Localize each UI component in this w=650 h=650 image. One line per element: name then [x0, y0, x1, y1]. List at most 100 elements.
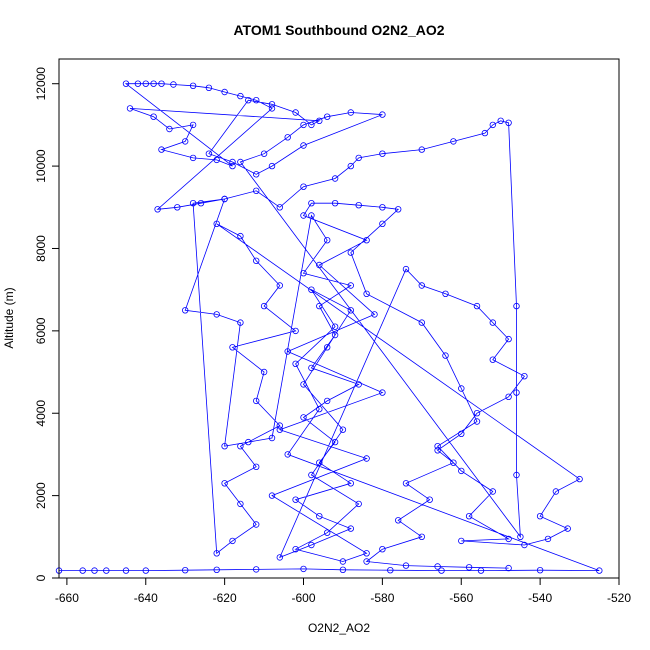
data-point [213, 311, 220, 318]
data-point [276, 422, 283, 429]
data-point [363, 290, 370, 297]
data-point [316, 302, 323, 310]
data-point [229, 344, 236, 351]
data-point [465, 564, 473, 571]
x-tick-label: -580 [370, 591, 394, 605]
data-point [513, 302, 520, 310]
y-tick-label: 8000 [34, 235, 48, 262]
data-point [253, 463, 260, 470]
data-point [517, 533, 524, 540]
data-point [253, 96, 260, 104]
data-point [237, 158, 244, 166]
data-point [387, 567, 394, 574]
data-point [308, 286, 315, 293]
data-point [253, 566, 260, 573]
data-point [505, 335, 512, 343]
data-point [253, 171, 260, 178]
data-point [465, 513, 473, 520]
data-point [316, 261, 323, 269]
data-point [473, 410, 481, 417]
data-point [521, 541, 528, 549]
data-point [355, 500, 362, 508]
data-point [213, 156, 220, 164]
data-point [245, 96, 252, 104]
data-point [505, 535, 512, 543]
data-point [379, 389, 386, 396]
y-tick-label: 2000 [34, 482, 48, 509]
data-point [142, 80, 149, 87]
x-tick-label: -660 [55, 591, 79, 605]
data-point [536, 513, 544, 520]
data-point [205, 150, 213, 157]
data-point [300, 121, 307, 129]
data-point [237, 319, 244, 326]
y-axis-label: Altitude (m) [2, 287, 16, 348]
data-point [434, 563, 441, 570]
y-tick-label: 6000 [34, 317, 48, 344]
data-point [308, 121, 315, 129]
data-point [331, 438, 339, 446]
data-point [596, 567, 603, 574]
data-point [347, 480, 354, 487]
data-point [181, 307, 189, 314]
data-point [253, 521, 260, 528]
data-point [576, 475, 583, 483]
data-point [221, 88, 228, 96]
data-point [166, 125, 173, 133]
data-point [284, 348, 291, 355]
data-point [268, 492, 276, 499]
data-point [363, 455, 370, 462]
series-line [59, 83, 600, 571]
data-point [170, 81, 177, 88]
data-point [339, 558, 347, 565]
data-point [324, 344, 331, 351]
data-point [418, 146, 425, 153]
data-point [379, 150, 386, 157]
data-point [300, 183, 307, 190]
data-point [458, 385, 465, 392]
data-point [316, 117, 323, 124]
data-point [324, 529, 331, 536]
data-point [253, 257, 260, 264]
data-point [379, 546, 386, 553]
data-point [324, 113, 331, 120]
data-point [505, 393, 512, 400]
data-point [513, 471, 520, 479]
data-point [308, 541, 315, 549]
data-point [213, 566, 220, 573]
data-point [552, 488, 560, 495]
data-point [458, 467, 465, 475]
y-tick-label: 4000 [34, 400, 48, 427]
data-point [276, 282, 283, 289]
data-point [442, 290, 449, 297]
data-point [292, 109, 299, 116]
data-point [237, 232, 244, 240]
data-point [260, 302, 268, 310]
y-tick-label: 12000 [34, 67, 48, 101]
data-point [189, 199, 197, 207]
data-point [284, 134, 291, 141]
data-point [316, 513, 323, 520]
data-point [221, 443, 228, 450]
data-point [489, 319, 496, 326]
data-point [347, 162, 354, 170]
data-point [154, 206, 161, 213]
data-point [536, 567, 544, 574]
data-point [450, 138, 457, 145]
data-point [308, 364, 315, 372]
data-point [339, 566, 347, 573]
data-point [363, 558, 370, 565]
x-tick-label: -600 [291, 591, 315, 605]
data-point [347, 525, 354, 532]
data-point [221, 480, 228, 487]
data-point [122, 80, 130, 87]
plot-area [55, 80, 603, 574]
x-tick-label: -640 [134, 591, 158, 605]
data-point [276, 204, 283, 211]
data-point [473, 418, 481, 425]
data-point [181, 138, 189, 145]
data-point [237, 443, 244, 450]
data-point [442, 352, 449, 359]
data-point [331, 199, 339, 207]
